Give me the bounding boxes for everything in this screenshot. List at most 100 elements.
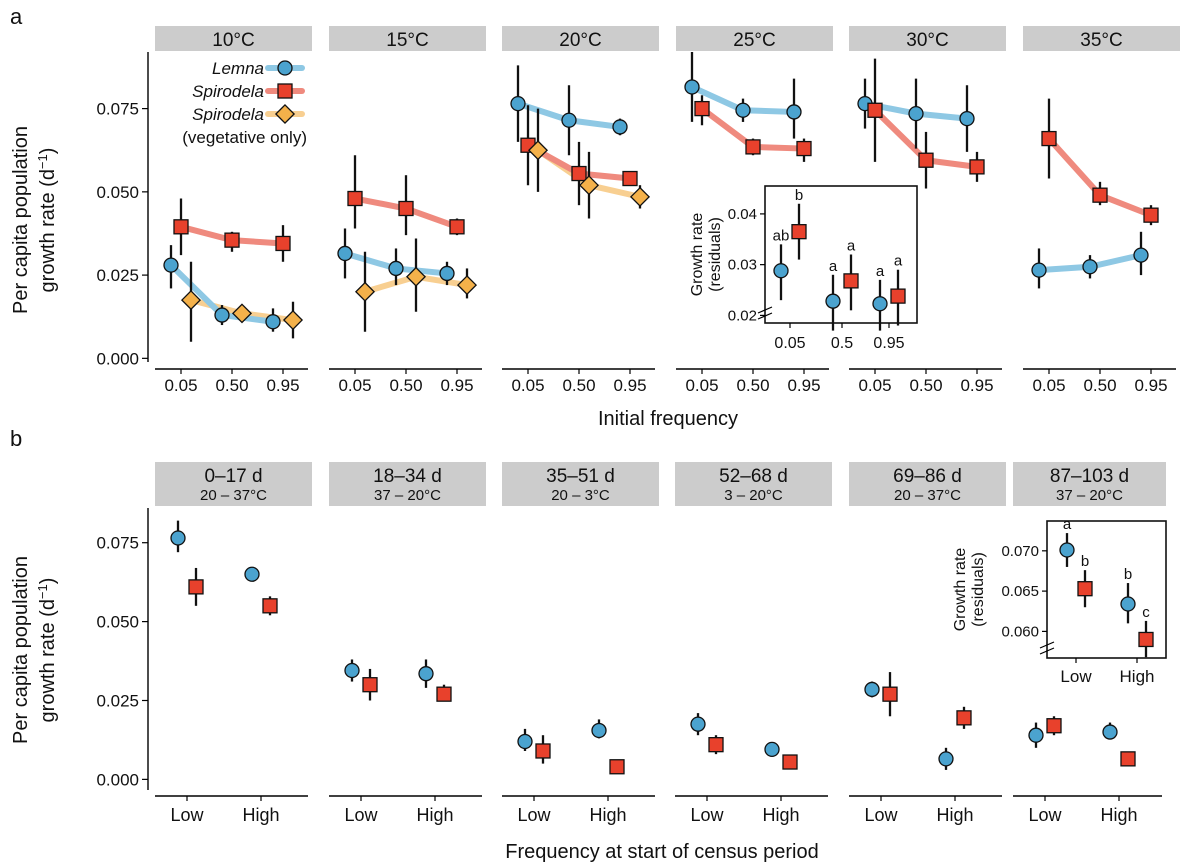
b-inset-axis-break (1039, 641, 1055, 649)
a-point-spirodela (347, 190, 363, 207)
b-point-lemna (1028, 727, 1044, 743)
b-point-spirodela (882, 686, 898, 702)
a-inset-ylabel-1: Growth rate (689, 213, 706, 297)
b-point-lemna (1102, 724, 1118, 740)
b-facet-strip (329, 462, 486, 506)
a-point-lemna (510, 95, 526, 112)
a-facet-5: 35°C 0.05 0.50 0.95 (1023, 26, 1180, 395)
a-facet-strip (502, 26, 659, 51)
a-inset-x-tick-label: 0.05 (774, 335, 805, 352)
a-point-spirodela (173, 219, 189, 235)
b-point-spirodela (188, 579, 204, 595)
b-facet-strip (155, 462, 312, 506)
b-inset-point-spirodela (1138, 631, 1154, 648)
b-ylabel-line2: growth rate (d−1) (35, 578, 59, 723)
b-x-tick-label: High (936, 805, 973, 825)
a-point-spirodela (571, 165, 587, 182)
a-facet-title: 20°C (559, 30, 601, 51)
a-point-spirodela_veg (527, 140, 549, 161)
b-facet-title: 52–68 d (719, 466, 788, 487)
a-point-spirodela_veg (180, 290, 202, 311)
a-point-lemna (388, 260, 404, 277)
b-point-spirodela (708, 737, 724, 753)
b-facet-0: 0–17 d20 – 37°C Low High (155, 462, 312, 825)
b-facet-title: 18–34 d (373, 466, 442, 487)
b-point-lemna (170, 530, 186, 546)
b-facet-subtitle: 20 – 37°C (894, 487, 961, 504)
b-inset-ylabel-1: Growth rate (952, 548, 969, 632)
a-x-tick-label: 0.50 (736, 376, 769, 395)
b-inset: 0.060 0.065 0.070 Low High Growth rate (residu… (952, 516, 1167, 686)
b-inset-y-tick-label: 0.060 (1001, 623, 1039, 640)
b-y-tick-label: 0.075 (96, 534, 139, 553)
a-x-tick-label: 0.50 (389, 376, 422, 395)
a-inset-point-lemna (825, 293, 841, 309)
a-point-lemna (214, 307, 230, 323)
a-facet-title: 25°C (733, 30, 775, 51)
a-x-tick-label: 0.95 (960, 376, 993, 395)
b-point-lemna (690, 716, 706, 732)
b-x-tick-label: High (589, 805, 626, 825)
b-inset-ylabel-2: (residuals) (970, 552, 987, 627)
a-point-spirodela (622, 170, 638, 187)
b-inset-axis-break (1039, 647, 1055, 655)
a-inset-point-spirodela (791, 224, 807, 240)
a-inset-y-tick-label: 0.02 (728, 307, 757, 324)
a-point-spirodela (1041, 130, 1057, 147)
a-point-spirodela (398, 200, 414, 217)
a-x-tick-label: 0.05 (858, 376, 891, 395)
b-point-spirodela (436, 686, 452, 702)
b-x-axis-label: Frequency at start of census period (505, 841, 819, 863)
b-y-tick-label: 0.025 (96, 691, 139, 710)
b-facet-5: 87–103 d37 – 20°C Low High (1013, 462, 1166, 825)
b-point-spirodela (1046, 718, 1062, 734)
a-facet-4: 30°C 0.05 0.50 0.95 (849, 26, 1006, 395)
a-inset-ylabel-2: (residuals) (707, 217, 724, 292)
a-y-tick-label: 0.075 (96, 100, 139, 119)
a-inset-point-spirodela (843, 273, 859, 289)
a-inset-x-tick-label: 0.95 (873, 335, 904, 352)
b-point-lemna (864, 681, 880, 698)
b-point-spirodela (956, 710, 972, 726)
a-inset-axis-break (757, 312, 773, 320)
legend-key-lemna (277, 60, 293, 76)
b-point-lemna (344, 662, 360, 679)
a-inset-letter: a (876, 263, 885, 280)
b-y-tick-label: 0.050 (96, 613, 139, 632)
a-point-spirodela_veg (629, 186, 651, 207)
a-point-lemna (337, 245, 353, 262)
a-facet-strip (155, 26, 312, 51)
b-inset-x-tick-label: High (1120, 667, 1155, 686)
a-facet-strip (676, 26, 833, 51)
a-facet-title: 10°C (212, 30, 254, 51)
b-inset-point-spirodela (1077, 581, 1093, 597)
b-facet-subtitle: 20 – 3°C (551, 487, 610, 504)
b-point-lemna (591, 722, 607, 739)
b-facet-strip (849, 462, 1006, 506)
b-facet-title: 0–17 d (204, 466, 262, 487)
a-inset-point-lemna (872, 296, 888, 312)
a-x-tick-label: 0.05 (511, 376, 544, 395)
a-inset-letter: a (829, 258, 838, 275)
a-point-lemna (786, 104, 802, 120)
a-facet-title: 30°C (906, 30, 948, 51)
a-point-spirodela (796, 140, 812, 157)
a-point-lemna (908, 105, 924, 122)
b-facet-1: 18–34 d37 – 20°C Low High (329, 462, 486, 825)
b-point-lemna (244, 566, 260, 582)
b-facet-title: 87–103 d (1050, 466, 1129, 487)
a-point-lemna (1133, 247, 1149, 263)
b-facet-subtitle: 37 – 20°C (1056, 487, 1123, 504)
b-inset-point-lemna (1120, 596, 1136, 612)
panel-a-y-label: Per capita population growth rate (d−1) (10, 126, 59, 314)
a-point-spirodela (1092, 187, 1108, 203)
plot-area: 10°C 0.05 0.50 0.95 15°C 0.05 0.50 0.95 20°C 0.05… (96, 26, 1180, 825)
b-point-spirodela (1120, 751, 1136, 767)
a-inset-x-tick-label: 0.5 (831, 335, 853, 352)
b-facet-4: 69–86 d20 – 37°C Low High (849, 462, 1006, 825)
a-y-tick-label: 0.025 (96, 266, 139, 285)
legend-label-spirodela: Spirodela (192, 82, 264, 101)
a-facet-strip (329, 26, 486, 51)
b-inset-letter: c (1142, 604, 1150, 621)
